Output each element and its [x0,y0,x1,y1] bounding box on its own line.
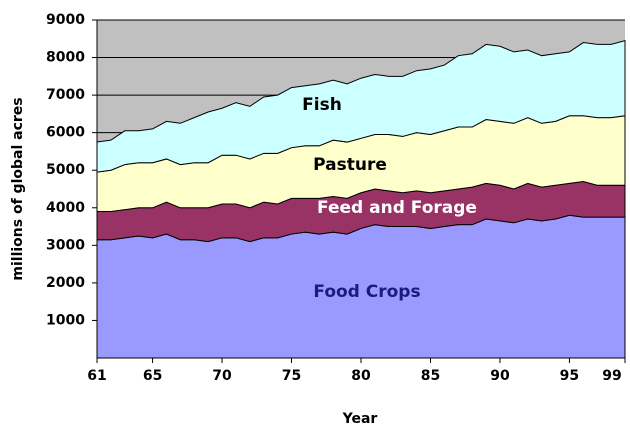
area-label: Food Crops [313,282,420,302]
y-tick-label: 6000 [46,125,85,141]
x-tick-label: 90 [490,368,510,384]
area-label: Pasture [313,155,387,175]
x-tick-label: 80 [351,368,371,384]
y-tick-label: 1000 [46,312,85,328]
x-tick-label: 85 [421,368,440,384]
y-axis-title: millions of global acres [10,97,26,280]
area-label: Fish [302,95,342,115]
x-tick-label: 70 [212,368,232,384]
x-tick-label: 61 [87,368,106,384]
y-tick-label: 3000 [46,237,85,253]
y-tick-label: 4000 [46,200,85,216]
x-tick-label: 99 [602,368,621,384]
y-tick-label: 9000 [46,12,85,28]
area [96,40,626,173]
y-tick-label: 2000 [46,275,85,291]
x-tick-label: 75 [282,368,301,384]
x-tick-label: 65 [143,368,162,384]
y-tick-label: 8000 [46,50,85,66]
y-tick-label: 5000 [46,162,85,178]
x-tick-label: 95 [560,368,579,384]
x-axis-title: Year [342,411,378,427]
area-label: Feed and Forage [317,198,477,218]
y-tick-label: 7000 [46,87,85,103]
